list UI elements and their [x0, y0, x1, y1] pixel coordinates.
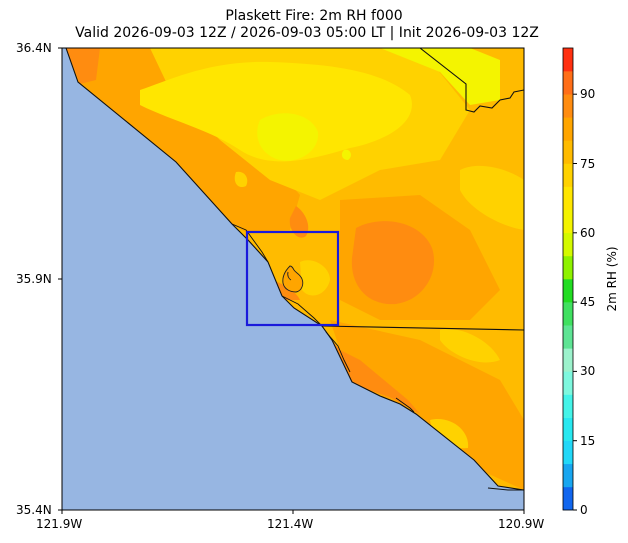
rh-contour-band: [460, 165, 524, 230]
colorbar-segment: [563, 255, 573, 280]
colorbar-segment: [563, 48, 573, 72]
colorbar-segment: [563, 302, 573, 326]
map-subtitle: Valid 2026-09-03 12Z / 2026-09-03 05:00 …: [75, 25, 539, 41]
map-plot-area: [62, 48, 524, 510]
colorbar-segment: [563, 163, 573, 187]
x-tick-label: 121.9W: [36, 517, 83, 531]
colorbar-tick-label: 15: [580, 433, 596, 448]
colorbar-tick-label: 75: [580, 156, 596, 171]
colorbar-tick-label: 30: [580, 364, 596, 379]
fire-domain-box: [245, 230, 340, 327]
colorbar-segment: [563, 394, 573, 418]
colorbar-frame: [562, 47, 574, 511]
colorbar-ticks: [573, 93, 577, 511]
colorbar-segment: [563, 486, 573, 511]
rh-contour-band: [234, 171, 248, 188]
rh-contour-band: [140, 61, 412, 162]
colorbar-tick-label: 90: [580, 87, 596, 102]
colorbar-segment: [563, 140, 573, 164]
rh-contour-band: [351, 221, 435, 305]
colorbar-segment: [563, 94, 573, 118]
axis-ticks: [58, 47, 525, 514]
colorbar-segment: [563, 117, 573, 141]
rh-contour-band: [300, 260, 330, 296]
rh-contour-band: [257, 113, 319, 161]
county-boundary: [321, 325, 524, 331]
rh-contours: [62, 48, 524, 490]
colorbar-label: 2m RH (%): [605, 246, 619, 312]
rh-contour-band: [430, 419, 469, 449]
map-title: Plaskett Fire: 2m RH f000: [225, 8, 403, 24]
county-boundary: [419, 48, 524, 113]
y-tick-label: 35.4N: [16, 503, 52, 517]
colorbar-segment: [563, 209, 573, 234]
colorbar-segment: [563, 279, 573, 303]
rh-contour-band: [320, 326, 420, 414]
colorbar-segment: [563, 71, 573, 95]
colorbar-segment: [563, 325, 573, 349]
coastal-outline: [231, 223, 524, 491]
colorbar: [563, 48, 573, 511]
rh-contour-band: [289, 206, 309, 238]
colorbar-segment: [563, 463, 573, 488]
colorbar-tick-label: 60: [580, 225, 596, 240]
colorbar-segment: [563, 348, 573, 372]
flame-icon: [282, 265, 304, 293]
rh-contour-band: [330, 320, 524, 490]
colorbar-segment: [563, 417, 573, 441]
x-tick-label: 121.4W: [267, 517, 314, 531]
y-tick-label: 36.4N: [16, 41, 52, 55]
colorbar-segment: [563, 440, 573, 465]
colorbar-segment: [563, 186, 573, 210]
rh-contour-band: [66, 48, 100, 84]
rh-contour-band: [440, 329, 500, 363]
rh-contour-band: [341, 149, 351, 160]
ocean: [62, 48, 524, 510]
rh-contour-band: [380, 48, 500, 105]
colorbar-tick-label: 45: [580, 295, 596, 310]
x-tick-label: 120.9W: [498, 517, 545, 531]
colorbar-tick-label: 0: [580, 503, 588, 517]
colorbar-segment: [563, 232, 573, 257]
y-tick-label: 35.9N: [16, 272, 52, 286]
colorbar-segment: [563, 371, 573, 395]
